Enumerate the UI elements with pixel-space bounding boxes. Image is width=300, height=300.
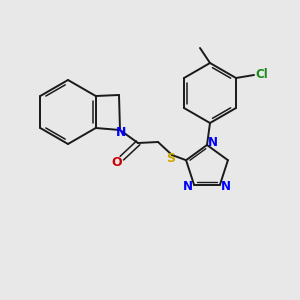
Text: O: O <box>112 157 122 169</box>
Text: N: N <box>183 180 193 193</box>
Text: N: N <box>221 180 231 193</box>
Text: N: N <box>208 136 218 149</box>
Text: Cl: Cl <box>256 68 268 80</box>
Text: N: N <box>116 125 126 139</box>
Text: S: S <box>167 152 176 164</box>
